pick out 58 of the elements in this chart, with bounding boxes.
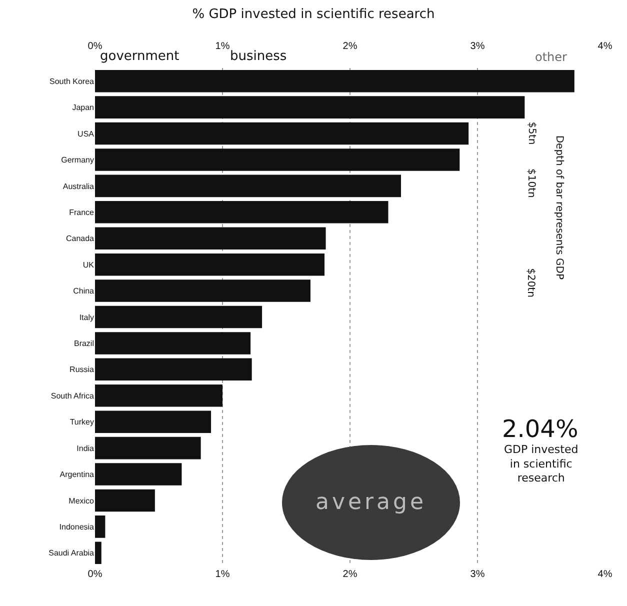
y-tick-label: USA [78, 129, 95, 138]
annotation: Depth of bar represents GDP [554, 135, 565, 280]
x-tick-label: 2% [342, 569, 358, 580]
y-tick-label: Australia [62, 182, 95, 191]
x-tick-label: 3% [470, 569, 485, 580]
bar [95, 410, 212, 433]
x2-tick-label: 4% [598, 41, 612, 52]
y-tick-label: Indonesia [59, 522, 95, 532]
bar [95, 122, 469, 145]
bar [95, 516, 106, 538]
annotation: $20tn [525, 268, 536, 298]
annotation: $10tn [526, 168, 537, 198]
bar [95, 306, 262, 328]
bar [95, 463, 182, 486]
text: business [230, 49, 287, 64]
x2-tick-label: 0% [88, 41, 102, 52]
bar [95, 96, 525, 118]
text: other [535, 50, 568, 64]
bar [95, 436, 201, 460]
annotation: 2.04% [502, 415, 578, 443]
bar [95, 542, 102, 564]
bar [95, 148, 460, 171]
bar [95, 384, 222, 407]
y-tick-label: Italy [79, 312, 94, 322]
bar [95, 227, 326, 250]
y-tick-label: Russia [70, 365, 95, 374]
x-tick-label: 4% [598, 569, 612, 580]
y-tick-label: Japan [72, 103, 94, 112]
y-tick-label: Mexico [68, 496, 95, 506]
y-tick-label: Saudi Arabia [48, 548, 95, 558]
x2-tick-label: 1% [215, 41, 230, 52]
y-tick-label: France [69, 208, 95, 217]
y-tick-label: South Korea [50, 76, 95, 86]
x-tick-label: 1% [215, 569, 230, 580]
x-tick-label: 0% [88, 569, 102, 580]
bar [95, 489, 155, 512]
y-tick-label: Canada [66, 234, 95, 244]
bar [95, 280, 310, 302]
x2-tick-label: 2% [342, 41, 358, 52]
y-tick-label: India [76, 444, 95, 453]
x2-tick-label: 3% [470, 41, 485, 52]
bar [95, 253, 324, 276]
text: government [100, 49, 180, 64]
bar [95, 70, 574, 92]
bar [95, 332, 251, 354]
bar [95, 358, 252, 381]
annotation: GDP invested in scientific research [504, 443, 578, 485]
bar [95, 174, 401, 198]
y-tick-label: South Africa [50, 391, 95, 400]
y-tick-label: UK [82, 260, 95, 270]
y-tick-label: Argentina [60, 470, 95, 480]
y-tick-label: Turkey [70, 418, 94, 427]
y-tick-label: Germany [61, 156, 94, 165]
bar [95, 201, 388, 224]
chart-title: % GDP invested in scientific research [192, 7, 435, 22]
annotation: $5tn [526, 122, 537, 145]
y-tick-label: Brazil [74, 339, 94, 348]
y-tick-label: China [73, 286, 95, 296]
